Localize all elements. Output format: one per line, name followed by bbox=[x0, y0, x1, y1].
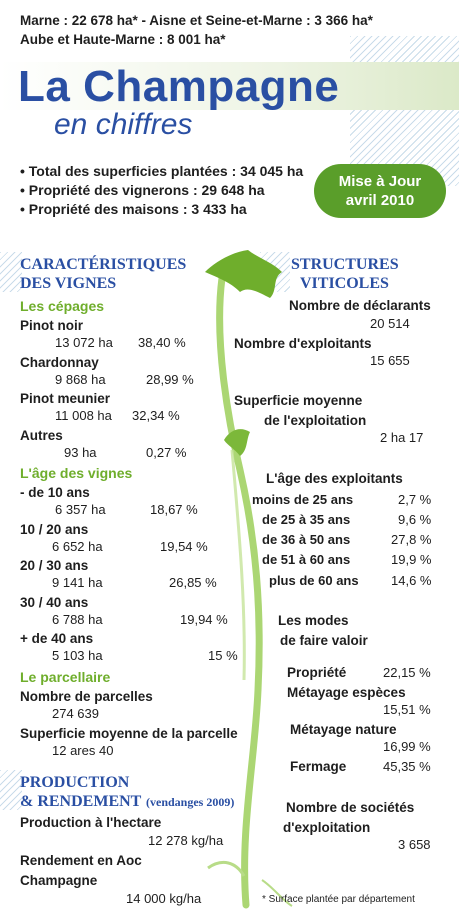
superficie-exploitation-value: 2 ha 17 bbox=[380, 430, 424, 445]
mode-pct: 15,51 % bbox=[383, 702, 431, 717]
cepage-ha: 11 008 ha bbox=[55, 408, 112, 423]
cepage-pct: 38,40 % bbox=[138, 335, 186, 350]
left-heading-2: DES VIGNES bbox=[20, 275, 117, 292]
production-value: 12 278 kg/ha bbox=[148, 833, 224, 848]
vine-age-name: + de 40 ans bbox=[20, 631, 94, 646]
vine-age-name: 20 / 30 ans bbox=[20, 558, 89, 573]
modes-title-2: de faire valoir bbox=[280, 633, 368, 648]
production-heading-hatch bbox=[0, 770, 22, 810]
vine-age-name: 10 / 20 ans bbox=[20, 522, 89, 537]
footnote: * Surface plantée par département bbox=[262, 894, 415, 905]
exploitant-age-name: plus de 60 ans bbox=[269, 573, 359, 588]
total-maisons: • Propriété des maisons : 3 433 ha bbox=[20, 201, 247, 217]
societes-label-2: d'exploitation bbox=[283, 820, 371, 835]
societes-value: 3 658 bbox=[398, 837, 431, 852]
declarants-value: 20 514 bbox=[370, 316, 410, 331]
vine-age-title: L'âge des vignes bbox=[20, 465, 133, 481]
exploitant-age-pct: 14,6 % bbox=[391, 573, 432, 588]
left-heading-1: CARACTÉRISTIQUES bbox=[20, 256, 187, 273]
exploitant-age-pct: 2,7 % bbox=[398, 492, 432, 507]
production-heading-1: PRODUCTION bbox=[20, 774, 130, 791]
department-line-2: Aube et Haute-Marne : 8 001 ha* bbox=[20, 32, 226, 47]
cepage-name: Autres bbox=[20, 428, 63, 443]
page-title: La Champagne bbox=[18, 62, 340, 111]
rendement-label-2: Champagne bbox=[20, 873, 98, 888]
cepages-title: Les cépages bbox=[20, 298, 105, 314]
update-badge: Mise à Jour avril 2010 bbox=[314, 164, 446, 218]
vine-age-pct: 19,54 % bbox=[160, 539, 208, 554]
production-heading-2: & RENDEMENT bbox=[20, 793, 142, 810]
superficie-exploitation-label-2: de l'exploitation bbox=[264, 413, 367, 428]
parcelles-value: 274 639 bbox=[52, 706, 99, 721]
exploitant-age-pct: 27,8 % bbox=[391, 532, 432, 547]
vine-age-pct: 26,85 % bbox=[169, 575, 217, 590]
mode-pct: 45,35 % bbox=[383, 759, 431, 774]
badge-line-1: Mise à Jour bbox=[338, 173, 422, 190]
declarants-label: Nombre de déclarants bbox=[289, 298, 431, 313]
cepage-ha: 13 072 ha bbox=[55, 335, 113, 350]
mode-name: Fermage bbox=[290, 759, 347, 774]
vine-age-pct: 18,67 % bbox=[150, 502, 198, 517]
cepage-ha: 93 ha bbox=[64, 445, 97, 460]
exploitants-label: Nombre d'exploitants bbox=[234, 336, 372, 351]
rendement-label-1: Rendement en Aoc bbox=[20, 853, 142, 868]
mode-name: Métayage nature bbox=[290, 722, 397, 737]
exploitant-age-name: de 51 à 60 ans bbox=[262, 552, 351, 567]
modes-title-1: Les modes bbox=[278, 613, 349, 628]
vine-age-ha: 6 652 ha bbox=[52, 539, 103, 554]
exploitant-age-pct: 19,9 % bbox=[391, 552, 432, 567]
vine-age-name: 30 / 40 ans bbox=[20, 595, 89, 610]
vine-age-ha: 6 788 ha bbox=[52, 612, 103, 627]
cepage-ha: 9 868 ha bbox=[55, 372, 106, 387]
exploitant-age-name: de 25 à 35 ans bbox=[262, 512, 351, 527]
parcelles-label: Nombre de parcelles bbox=[20, 689, 153, 704]
cepage-name: Pinot noir bbox=[20, 318, 83, 333]
production-note: (vendanges 2009) bbox=[146, 795, 235, 809]
vine-age-ha: 5 103 ha bbox=[52, 648, 103, 663]
mode-name: Métayage espèces bbox=[287, 685, 406, 700]
superficie-exploitation-label-1: Superficie moyenne bbox=[234, 393, 363, 408]
cepage-pct: 28,99 % bbox=[146, 372, 194, 387]
vine-age-ha: 9 141 ha bbox=[52, 575, 103, 590]
cepage-name: Chardonnay bbox=[20, 355, 99, 370]
exploitant-age-pct: 9,6 % bbox=[398, 512, 432, 527]
exploitant-age-name: moins de 25 ans bbox=[252, 492, 354, 507]
exploitant-age-title: L'âge des exploitants bbox=[266, 471, 403, 486]
cepage-pct: 0,27 % bbox=[146, 445, 187, 460]
vine-leaf-icon bbox=[205, 250, 282, 298]
societes-label-1: Nombre de sociétés bbox=[286, 800, 415, 815]
vine-age-name: - de 10 ans bbox=[20, 485, 90, 500]
superficie-parcelle-value: 12 ares 40 bbox=[52, 743, 114, 758]
parcellaire-title: Le parcellaire bbox=[20, 669, 111, 685]
mode-pct: 22,15 % bbox=[383, 665, 431, 680]
page-subtitle: en chiffres bbox=[54, 108, 193, 141]
department-line-1: Marne : 22 678 ha* - Aisne et Seine-et-M… bbox=[20, 13, 373, 28]
exploitants-value: 15 655 bbox=[370, 353, 410, 368]
header-band bbox=[0, 62, 459, 110]
superficie-parcelle-label: Superficie moyenne de la parcelle bbox=[20, 726, 238, 741]
exploitant-age-name: de 36 à 50 ans bbox=[262, 532, 351, 547]
vine-age-ha: 6 357 ha bbox=[55, 502, 106, 517]
rendement-value: 14 000 kg/ha bbox=[126, 891, 202, 906]
vine-age-pct: 19,94 % bbox=[180, 612, 228, 627]
total-planted: • Total des superficies plantées : 34 04… bbox=[20, 163, 304, 179]
left-heading-hatch bbox=[0, 252, 22, 292]
right-heading-2: VITICOLES bbox=[300, 275, 389, 292]
top-hatch-decoration bbox=[350, 36, 459, 186]
production-label: Production à l'hectare bbox=[20, 815, 162, 830]
vine-age-pct: 15 % bbox=[208, 648, 238, 663]
mode-pct: 16,99 % bbox=[383, 739, 431, 754]
badge-line-2: avril 2010 bbox=[345, 192, 415, 209]
cepage-pct: 32,34 % bbox=[132, 408, 180, 423]
mode-name: Propriété bbox=[287, 665, 347, 680]
cepage-name: Pinot meunier bbox=[20, 391, 111, 406]
total-vignerons: • Propriété des vignerons : 29 648 ha bbox=[20, 182, 265, 198]
right-heading-1: STRUCTURES bbox=[291, 256, 399, 273]
